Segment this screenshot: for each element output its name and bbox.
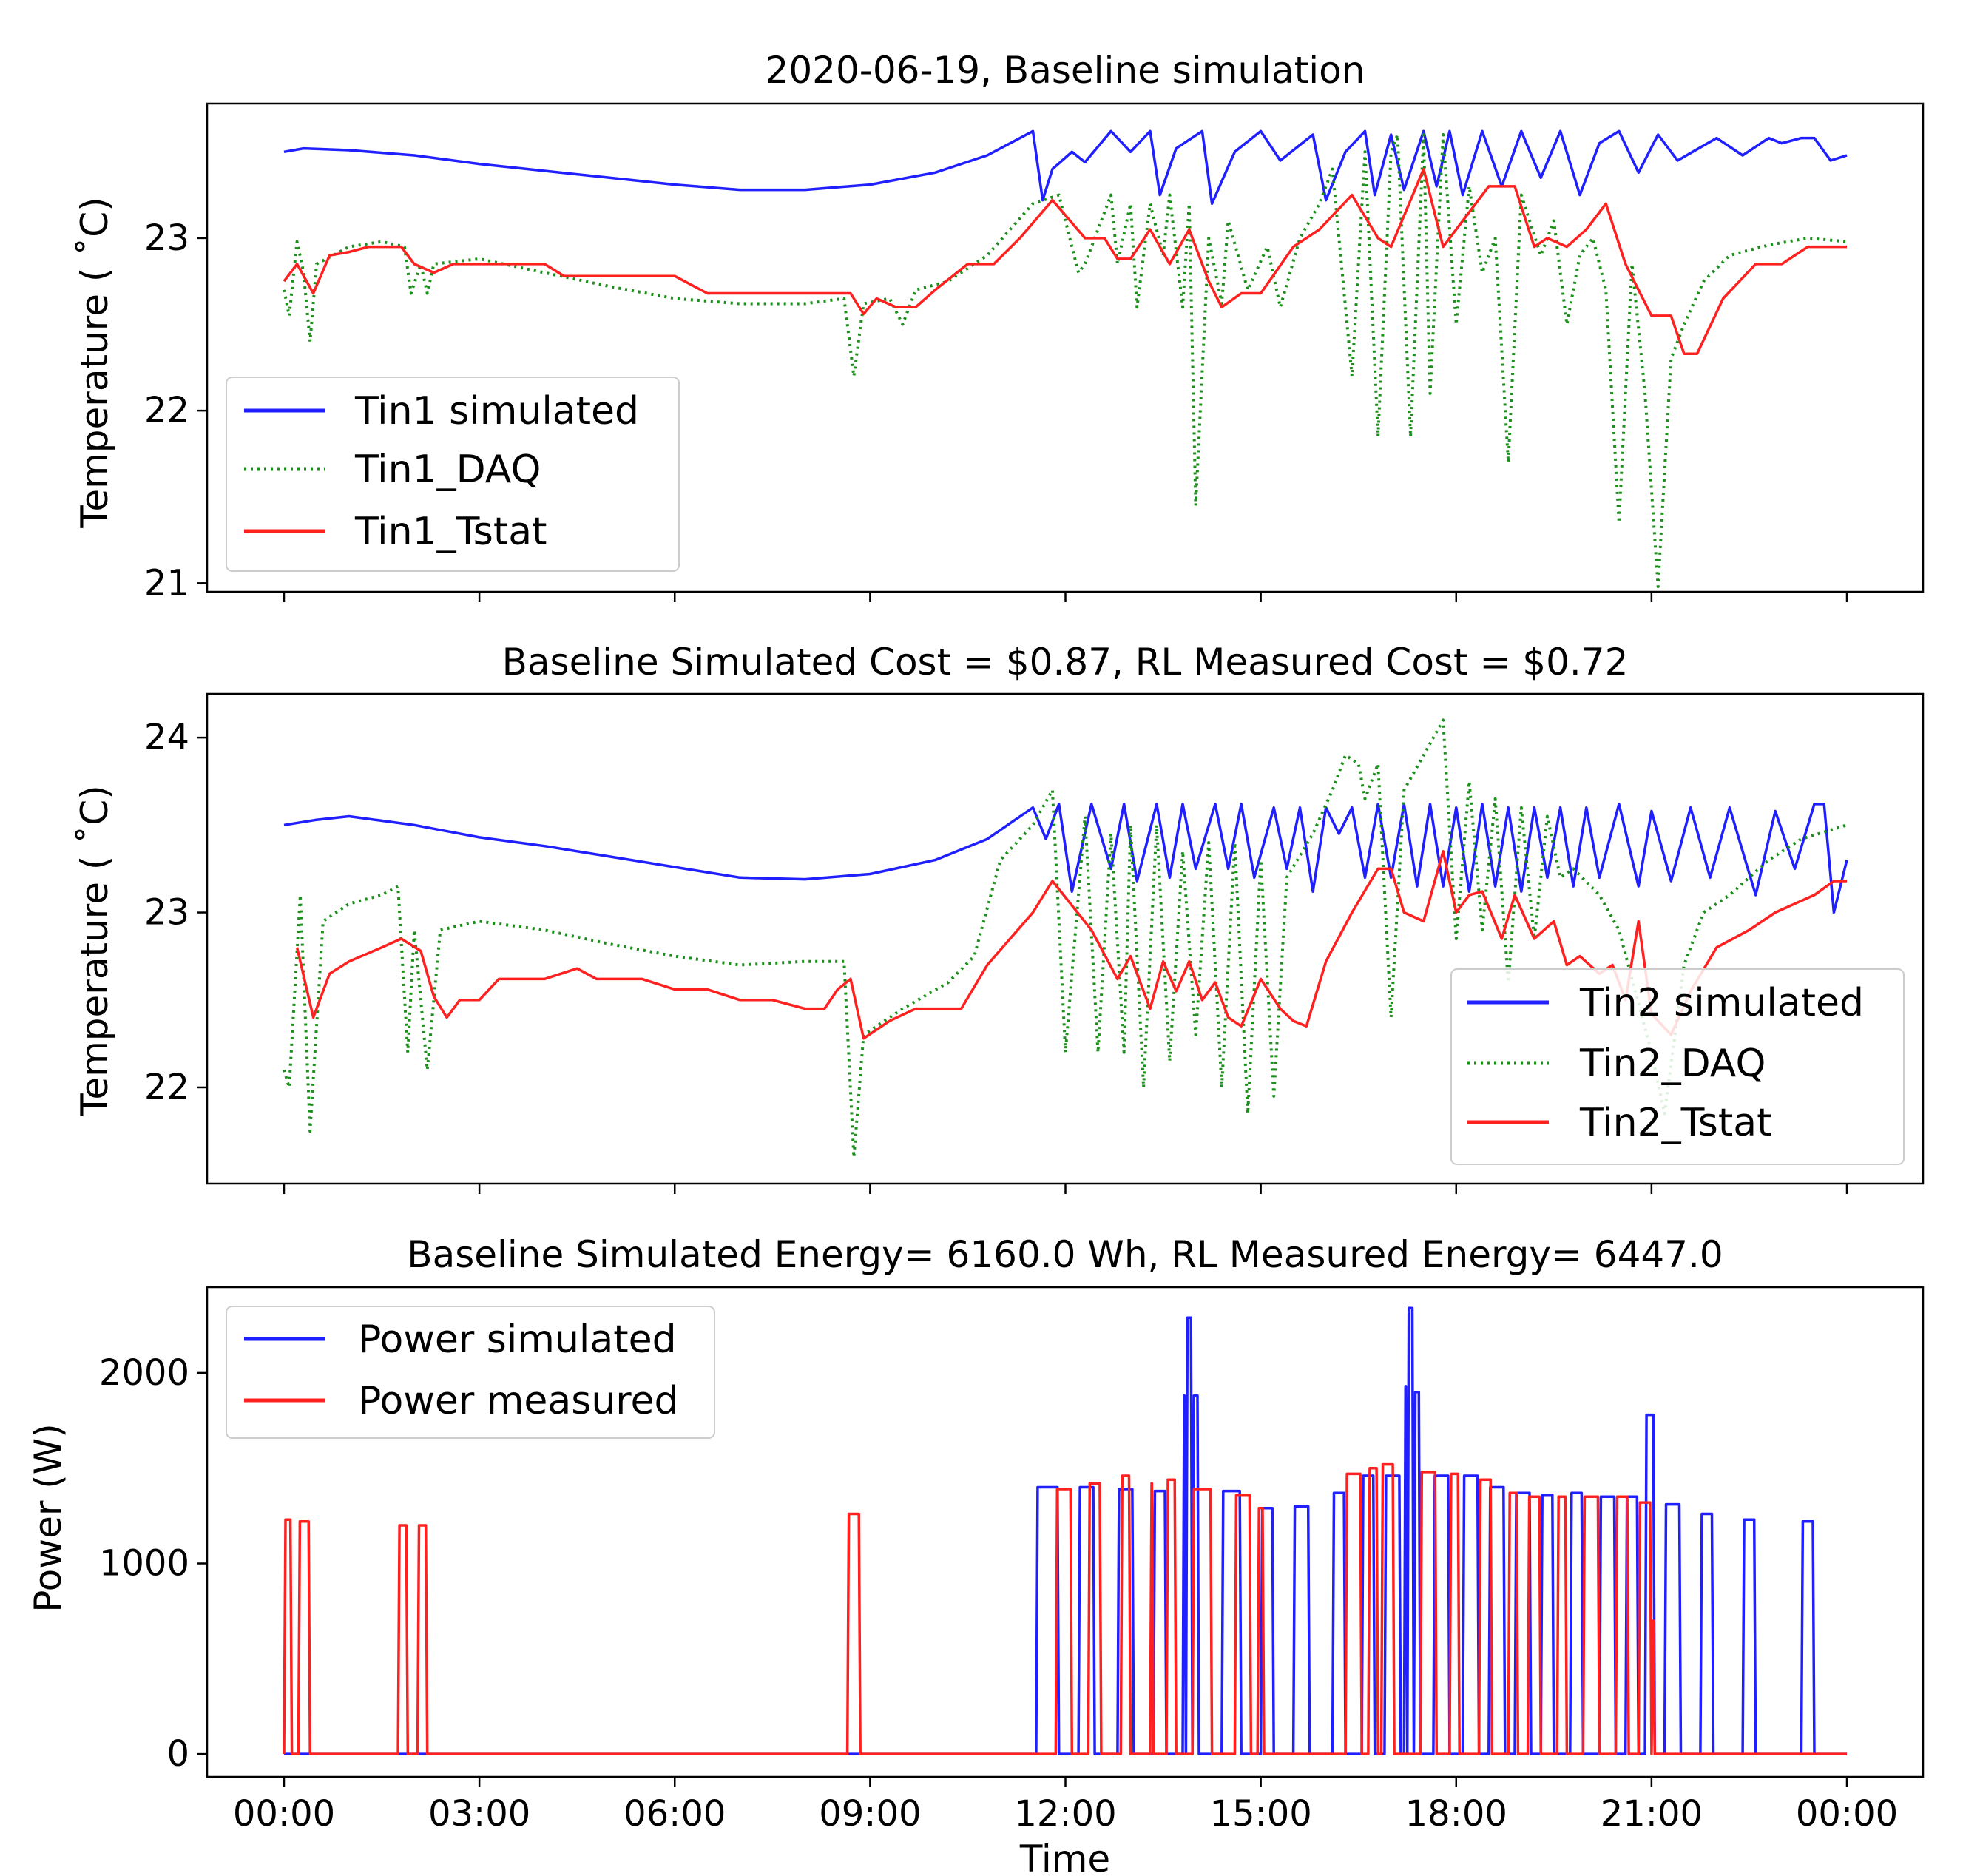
legend-label-power-simulated: Power simulated — [358, 1317, 677, 1362]
panel-1-series — [283, 129, 1848, 588]
panel-3-xtick-label: 00:00 — [233, 1793, 335, 1835]
panel-3-xtick-label: 09:00 — [819, 1793, 921, 1835]
panel-3-ytick-label: 0 — [166, 1733, 189, 1775]
series-tin1-tstat — [283, 167, 1847, 355]
panel-2-ytick-label: 22 — [144, 1067, 189, 1108]
panel-2-title: Baseline Simulated Cost = $0.87, RL Meas… — [502, 641, 1629, 684]
panel-3-xtick-label: 18:00 — [1405, 1793, 1507, 1835]
panel-3-xtick-label: 21:00 — [1601, 1793, 1703, 1835]
legend-label-tin1-daq: Tin1_DAQ — [354, 448, 541, 492]
panel-1-legend: Tin1 simulated Tin1_DAQ Tin1_Tstat — [226, 377, 680, 572]
legend-label-tin2-simulated: Tin2 simulated — [1579, 981, 1864, 1025]
panel-3-title: Baseline Simulated Energy= 6160.0 Wh, RL… — [407, 1233, 1723, 1276]
panel-1-legend-box — [226, 377, 680, 572]
legend-label-power-measured: Power measured — [358, 1379, 679, 1423]
legend-label-tin1-tstat: Tin1_Tstat — [354, 510, 547, 554]
legend-label-tin2-daq: Tin2_DAQ — [1579, 1042, 1766, 1086]
panel-3-ytick-label: 2000 — [99, 1352, 189, 1394]
panel-3-ytick-label: 1000 — [99, 1543, 189, 1585]
panel-3-chart: Baseline Simulated Energy= 6160.0 Wh, RL… — [27, 1233, 1925, 1876]
panel-3-xlabel: Time — [1019, 1838, 1110, 1876]
panel-1-ytick-label: 21 — [144, 562, 189, 604]
legend-label-tin1-simulated: Tin1 simulated — [354, 389, 639, 433]
panel-1-frame — [206, 102, 1925, 593]
panel-3-series — [283, 1306, 1847, 1755]
series-tin1-simulated — [283, 129, 1848, 206]
panel-3-frame — [206, 1286, 1925, 1778]
series-tin2-daq — [283, 718, 1848, 1159]
panel-2-legend: Tin2 simulated Tin2_DAQ Tin2_Tstat — [1450, 968, 1905, 1165]
panel-1-chart: 2020-06-19, Baseline simulation Temperat… — [73, 49, 1925, 604]
panel-2-axes: 22 23 24 — [144, 717, 1848, 1194]
panel-2-ylabel: Temperature ( ˚C) — [73, 785, 116, 1116]
series-tin1-daq — [283, 133, 1848, 588]
panel-3-xtick-label: 12:00 — [1014, 1793, 1116, 1835]
panel-3-axes: 0 1000 2000 00:00 03:00 06:00 09:00 12:00 15:00 1… — [99, 1352, 1898, 1835]
panel-3-xtick-label: 00:00 — [1796, 1793, 1898, 1835]
panel-1-axes: 21 22 23 — [144, 217, 1848, 604]
panel-3-xtick-label: 15:00 — [1209, 1793, 1311, 1835]
panel-3-legend-box — [226, 1306, 715, 1439]
series-power-measured — [283, 1462, 1847, 1755]
panel-2-ytick-label: 23 — [144, 892, 189, 934]
panel-3-legend: Power simulated Power measured — [226, 1306, 715, 1439]
panel-1-ylabel: Temperature ( ˚C) — [73, 197, 116, 528]
legend-label-tin2-tstat: Tin2_Tstat — [1579, 1101, 1772, 1145]
panel-3-ylabel: Power (W) — [27, 1423, 70, 1613]
panel-3-xtick-label: 06:00 — [624, 1793, 726, 1835]
panel-1-ytick-label: 23 — [144, 217, 189, 259]
panel-2-ytick-label: 24 — [144, 717, 189, 758]
panel-3-xtick-label: 03:00 — [428, 1793, 530, 1835]
series-tin2-simulated — [283, 803, 1848, 914]
panel-2-legend-box — [1450, 968, 1905, 1165]
panel-1-title: 2020-06-19, Baseline simulation — [766, 49, 1365, 92]
panel-2-frame — [206, 692, 1925, 1185]
panel-1-ytick-label: 22 — [144, 390, 189, 431]
series-power-simulated — [284, 1306, 1847, 1755]
panel-2-chart: Baseline Simulated Cost = $0.87, RL Meas… — [73, 641, 1925, 1194]
